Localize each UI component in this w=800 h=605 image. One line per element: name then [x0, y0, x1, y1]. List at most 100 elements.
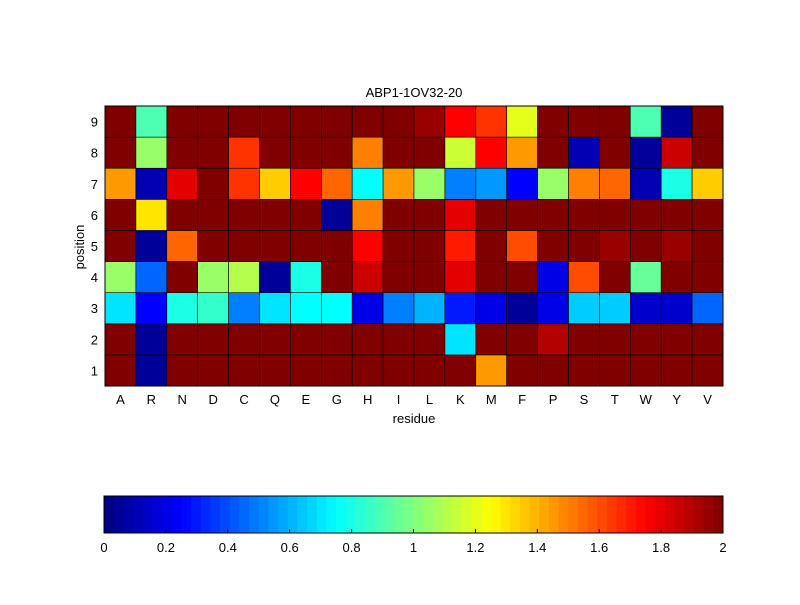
colorbar-segment: [113, 496, 124, 533]
heatmap-cell-K-9: [444, 105, 477, 138]
colorbar-segment: [500, 496, 511, 533]
heatmap-cell-W-5: [629, 230, 662, 262]
colorbar-segment: [345, 496, 356, 533]
heatmap-cell-P-8: [537, 136, 569, 169]
heatmap-cell-C-8: [228, 136, 260, 169]
heatmap-cell-H-2: [351, 323, 384, 356]
heatmap-cell-C-5: [228, 230, 260, 262]
heatmap-cell-K-4: [444, 261, 477, 293]
heatmap-cell-G-7: [320, 167, 353, 200]
heatmap-cell-Y-3: [660, 292, 693, 325]
heatmap-cell-R-4: [135, 261, 168, 293]
colorbar-tick-labels: 0 0.2 0.4 0.6 0.8 1 1.2 1.4 1.6 1.8 2: [100, 529, 727, 555]
heatmap-cell-I-9: [382, 105, 415, 138]
heatmap-cell-K-7: [444, 167, 477, 200]
colorbar-segment: [432, 496, 443, 533]
heatmap-cell-Q-2: [259, 323, 291, 356]
colorbar: [103, 495, 724, 534]
heatmap-cell-Q-8: [259, 136, 291, 169]
colorbar-segment: [374, 496, 385, 533]
heatmap-cell-T-9: [599, 105, 631, 138]
colorbar-segment: [403, 496, 414, 533]
heatmap-cell-W-1: [629, 354, 662, 387]
heatmap-cells: [104, 105, 724, 387]
colorbar-segment: [539, 496, 550, 533]
colorbar-tick-label: 1.2: [466, 540, 484, 555]
heatmap-cell-E-7: [290, 167, 322, 200]
heatmap-cell-M-7: [475, 167, 507, 200]
colorbar-segment: [142, 496, 153, 533]
colorbar-tick-label: 1.8: [652, 540, 670, 555]
heatmap-cell-S-6: [568, 199, 600, 231]
heatmap-cell-V-8: [691, 136, 724, 169]
colorbar-segment: [664, 496, 676, 533]
heatmap-cell-I-7: [382, 167, 415, 200]
heatmap-cell-F-3: [506, 292, 538, 325]
heatmap-cell-T-5: [599, 230, 631, 262]
colorbar-segment: [577, 496, 588, 533]
x-tick-label: I: [397, 392, 401, 407]
heatmap-cell-Q-3: [259, 292, 291, 325]
heatmap-cell-W-4: [629, 261, 662, 293]
colorbar-segment: [287, 496, 298, 533]
colorbar-segment: [239, 496, 250, 533]
heatmap-cell-W-7: [629, 167, 662, 200]
heatmap-cell-Y-4: [660, 261, 693, 293]
heatmap-cell-C-6: [228, 199, 260, 231]
y-tick-label: 8: [91, 146, 98, 161]
heatmap-cell-W-8: [629, 136, 662, 169]
heatmap-cell-R-9: [135, 105, 168, 138]
heatmap-cell-Y-6: [660, 199, 693, 231]
heatmap-cell-R-3: [135, 292, 168, 325]
colorbar-segment: [249, 496, 260, 533]
heatmap-cell-R-8: [135, 136, 168, 169]
heatmap-cell-L-3: [413, 292, 446, 325]
colorbar-segment: [297, 496, 308, 533]
colorbar-segment: [104, 496, 115, 533]
colorbar-tick-label: 0.6: [281, 540, 299, 555]
colorbar-segment: [713, 496, 724, 533]
heatmap-cell-N-3: [166, 292, 199, 325]
heatmap-cell-V-2: [691, 323, 724, 356]
heatmap-cell-Q-9: [259, 105, 291, 138]
colorbar-segment: [133, 496, 144, 533]
x-axis-label: residue: [393, 411, 436, 426]
y-tick-label: 4: [91, 270, 98, 285]
colorbar-segment: [268, 496, 279, 533]
heatmap-cell-M-6: [475, 199, 507, 231]
heatmap-cell-C-7: [228, 167, 260, 200]
heatmap-cell-N-8: [166, 136, 199, 169]
heatmap-cell-P-7: [537, 167, 569, 200]
heatmap-cell-C-9: [228, 105, 260, 138]
colorbar-segment: [210, 496, 221, 533]
heatmap-cell-T-1: [599, 354, 631, 387]
colorbar-tick-label: 2: [719, 540, 726, 555]
heatmap-cell-S-4: [568, 261, 600, 293]
heatmap-cell-E-9: [290, 105, 322, 138]
colorbar-segment: [461, 496, 472, 533]
colorbar-segment: [171, 496, 182, 533]
heatmap-cell-L-9: [413, 105, 446, 138]
heatmap-cell-S-9: [568, 105, 600, 138]
colorbar-segment: [394, 496, 405, 533]
heatmap-cell-N-6: [166, 199, 199, 231]
heatmap-cell-H-3: [351, 292, 384, 325]
heatmap-cell-P-5: [537, 230, 569, 262]
heatmap-cell-H-1: [351, 354, 384, 387]
heatmap-cell-F-4: [506, 261, 538, 293]
heatmap-cell-W-6: [629, 199, 662, 231]
heatmap-cell-R-7: [135, 167, 168, 200]
x-tick-label: T: [611, 392, 619, 407]
colorbar-segment: [442, 496, 453, 533]
heatmap-cell-N-1: [166, 354, 199, 387]
chart-title: ABP1-1OV32-20: [366, 85, 463, 100]
heatmap-cell-P-6: [537, 199, 569, 231]
x-tick-label: P: [549, 392, 558, 407]
plot-frame: [104, 105, 724, 387]
heatmap-cell-H-9: [351, 105, 384, 138]
heatmap-cell-V-5: [691, 230, 724, 262]
colorbar-segment: [336, 496, 347, 533]
heatmap-cell-Q-7: [259, 167, 291, 200]
colorbar-segment: [568, 496, 579, 533]
